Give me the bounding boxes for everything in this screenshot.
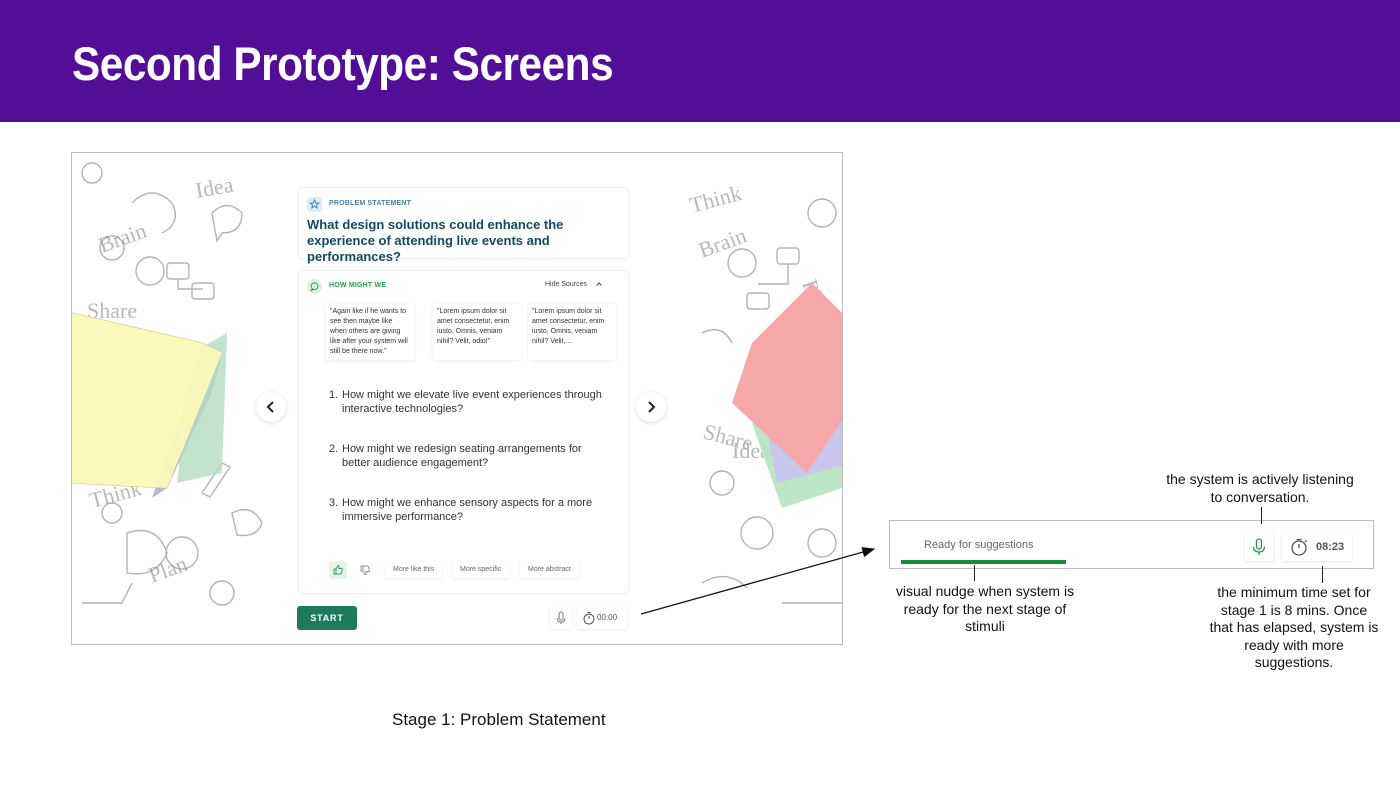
prototype-screen: Brain Share Think Plan Idea Think Brain …	[71, 152, 843, 645]
hmw-question-text: How might we elevate live event experien…	[342, 389, 602, 415]
ready-for-suggestions-text: Ready for suggestions	[924, 539, 1034, 551]
session-timer: 08:23	[1282, 533, 1352, 561]
microphone-icon	[1252, 538, 1266, 555]
timer-value: 08:23	[1316, 541, 1345, 553]
hmw-question-text: How might we redesign seating arrangemen…	[342, 443, 582, 469]
source-quote-1: "Again like if he wants to see then mayb…	[326, 304, 414, 360]
stopwatch-icon	[583, 612, 595, 625]
how-might-we-label: HOW MIGHT WE	[329, 282, 387, 289]
annotation-pointer-listening	[1261, 507, 1262, 524]
star-icon	[307, 197, 322, 212]
chevron-left-icon	[266, 401, 274, 413]
source-quote-2: "Lorem ipsum dolor sit amet consectetur,…	[433, 304, 521, 360]
microphone-icon	[556, 611, 566, 624]
annotation-pointer-nudge	[974, 565, 975, 581]
hmw-question-text: How might we enhance sensory aspects for…	[342, 497, 593, 523]
thumbs-down-icon[interactable]	[356, 561, 374, 579]
chevron-up-icon[interactable]	[595, 280, 603, 290]
doodle-background-left: Brain Share Think Plan Idea	[72, 162, 263, 606]
thumbs-up-icon[interactable]	[329, 561, 347, 579]
zoomed-status-bar: Ready for suggestions 08:23	[889, 520, 1374, 569]
stopwatch-icon	[1291, 538, 1307, 556]
ready-progress-bar	[901, 560, 1066, 564]
session-timer: 00:00	[577, 607, 627, 629]
slide-header: Second Prototype: Screens	[0, 0, 1400, 122]
annotation-listening: the system is actively listening to conv…	[1166, 471, 1354, 505]
more-abstract-chip[interactable]: More abstract	[520, 562, 579, 578]
annotation-nudge: visual nudge when system is ready for th…	[895, 583, 1075, 634]
annotation-pointer-min-time	[1322, 566, 1323, 583]
hmw-question-number: 1.	[329, 389, 339, 401]
source-quote-3: "Lorem ipsum dolor sit amet consectetur,…	[528, 304, 616, 360]
hmw-question-number: 2.	[329, 443, 339, 455]
how-might-we-card: HOW MIGHT WE Hide Sources "Again like if…	[298, 270, 629, 594]
chevron-right-icon	[648, 401, 656, 413]
start-button[interactable]: START	[297, 606, 357, 630]
annotation-min-time: the minimum time set for stage 1 is 8 mi…	[1209, 584, 1379, 670]
timer-value: 00:00	[597, 613, 618, 622]
stage-caption: Stage 1: Problem Statement	[392, 710, 606, 729]
problem-statement-label: PROBLEM STATEMENT	[329, 200, 412, 207]
microphone-button[interactable]	[550, 607, 572, 629]
doodle-background-right: Think Brain Plan Share Idea	[687, 180, 842, 604]
hide-sources-toggle[interactable]: Hide Sources	[545, 281, 588, 288]
hmw-question-number: 3.	[329, 497, 339, 509]
chat-icon	[307, 279, 322, 294]
previous-button[interactable]	[256, 392, 286, 422]
next-button[interactable]	[636, 392, 666, 422]
problem-statement-text: What design solutions could enhance the …	[307, 217, 564, 264]
problem-statement-card: PROBLEM STATEMENT What design solutions …	[298, 187, 629, 264]
slide-title: Second Prototype: Screens	[72, 37, 614, 90]
microphone-button[interactable]	[1245, 533, 1273, 561]
more-like-this-chip[interactable]: More like this	[385, 562, 443, 578]
more-specific-chip[interactable]: More specific	[452, 562, 510, 578]
